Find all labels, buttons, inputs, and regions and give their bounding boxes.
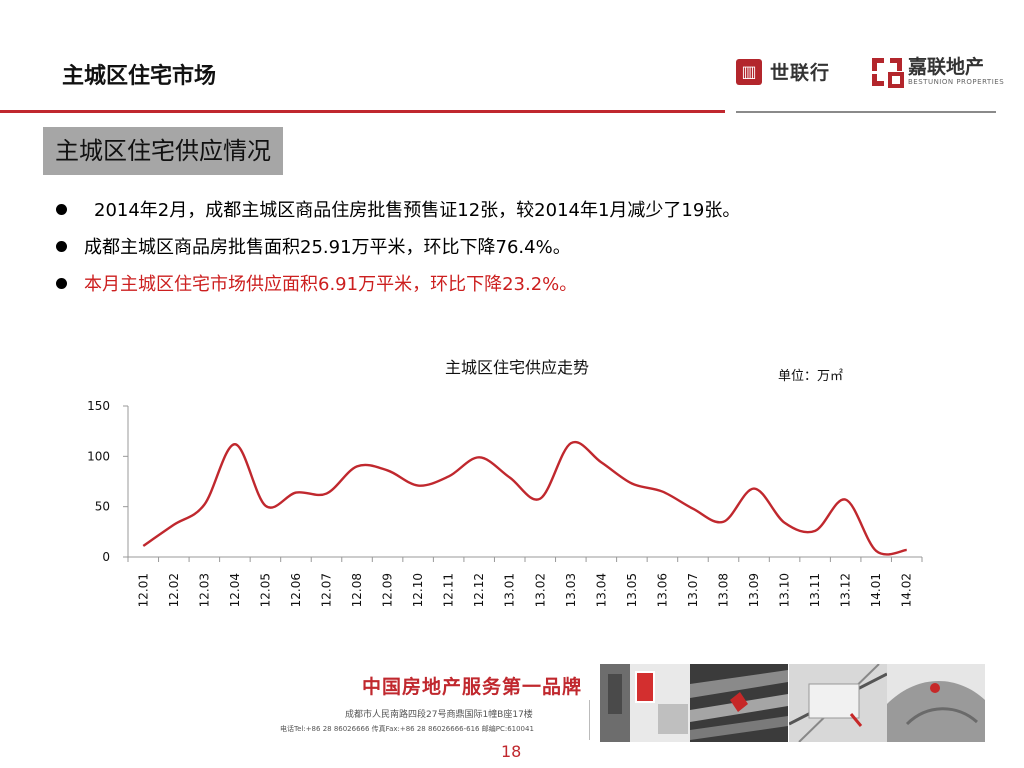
section-header: 主城区住宅供应情况	[43, 127, 283, 175]
y-tick-label: 0	[102, 550, 110, 564]
x-tick-label: 14.01	[869, 573, 883, 607]
y-tick-label: 100	[87, 449, 110, 463]
x-tick-label: 12.11	[442, 573, 456, 607]
x-tick-label: 12.12	[472, 573, 486, 607]
x-tick-label: 13.12	[839, 573, 853, 607]
series-layer	[142, 440, 907, 556]
y-axis: 0 50 100 150	[87, 399, 129, 564]
footer-photo-2	[690, 664, 788, 742]
x-tick-label: 12.07	[320, 573, 334, 607]
x-tick-label: 12.10	[411, 573, 425, 607]
footer-photo-1	[600, 664, 698, 742]
bullet-item-1: 2014年2月，成都主城区商品住房批售预售证12张，较2014年1月减少了19张…	[52, 192, 740, 229]
x-tick-label: 12.08	[350, 573, 364, 607]
x-tick-label: 13.05	[625, 573, 639, 607]
bullet-text-3: 本月主城区住宅市场供应面积6.91万平米，环比下降23.2%。	[84, 274, 578, 295]
header-rule-gray	[736, 111, 996, 113]
bullet-list: 2014年2月，成都主城区商品住房批售预售证12张，较2014年1月减少了19张…	[52, 192, 740, 303]
bullet-item-2: 成都主城区商品房批售面积25.91万平米，环比下降76.4%。	[52, 229, 740, 266]
footer-divider	[589, 700, 590, 740]
shilianhang-logo: ▥ 世联行	[736, 58, 830, 85]
bullet-dot-icon	[56, 204, 67, 215]
x-tick-label: 13.03	[564, 573, 578, 607]
header-rule-red	[0, 110, 725, 113]
x-axis: 12.01 12.02 12.03 12.04 12.05 12.06 12.07 12.08…	[127, 556, 923, 607]
bullet-item-3: 本月主城区住宅市场供应面积6.91万平米，环比下降23.2%。	[52, 266, 740, 303]
jialian-logo-subtext: BESTUNION PROPERTIES	[908, 77, 1005, 86]
x-tick-label: 12.02	[167, 573, 181, 607]
shilianhang-logo-text: 世联行	[770, 62, 831, 84]
series-line	[142, 440, 907, 556]
x-tick-label: 12.09	[381, 573, 395, 607]
footer-contact: 电话Tel:+86 28 86026666 传真Fax:+86 28 86026…	[280, 725, 534, 733]
x-tick-label: 14.02	[900, 573, 914, 607]
y-tick-label: 50	[95, 500, 110, 514]
x-tick-label: 12.05	[258, 573, 272, 607]
x-tick-label: 13.06	[655, 573, 669, 607]
x-tick-label: 12.06	[289, 573, 303, 607]
footer-address: 成都市人民南路四段27号商鼎国际1幢B座17楼	[345, 710, 533, 720]
x-tick-label: 12.04	[228, 573, 242, 607]
x-tick-label: 13.09	[747, 573, 761, 607]
x-tick-label: 13.01	[503, 573, 517, 607]
chart-unit-label: 单位：万㎡	[778, 369, 843, 384]
jialian-logo-text: 嘉联地产	[908, 55, 985, 78]
bullet-text-2: 成都主城区商品房批售面积25.91万平米，环比下降76.4%。	[84, 237, 571, 258]
x-tick-label: 13.08	[717, 573, 731, 607]
chart-title: 主城区住宅供应走势	[445, 358, 589, 377]
footer-photo-4	[887, 664, 985, 742]
x-tick-label: 13.10	[778, 573, 792, 607]
x-tick-label: 12.03	[197, 573, 211, 607]
x-tick-label: 12.01	[136, 573, 150, 607]
x-tick-label: 13.02	[533, 573, 547, 607]
bullet-dot-icon	[56, 241, 67, 252]
y-tick-label: 150	[87, 399, 110, 413]
footer-tagline: 中国房地产服务第一品牌	[362, 676, 583, 698]
bullet-dot-icon	[56, 278, 67, 289]
bullet-text-1: 2014年2月，成都主城区商品住房批售预售证12张，较2014年1月减少了19张…	[94, 200, 741, 221]
x-tick-label: 13.04	[594, 573, 608, 607]
x-tick-label: 13.11	[808, 573, 822, 607]
footer-photo-3	[789, 664, 887, 742]
page-number: 18	[501, 742, 522, 761]
jialian-logo: 嘉联地产 BESTUNION PROPERTIES	[870, 54, 1004, 88]
jialian-logo-icon	[872, 58, 904, 88]
slide-title: 主城区住宅市场	[62, 64, 217, 89]
x-tick-label: 13.07	[686, 573, 700, 607]
shilianhang-logo-icon: ▥	[736, 58, 762, 85]
